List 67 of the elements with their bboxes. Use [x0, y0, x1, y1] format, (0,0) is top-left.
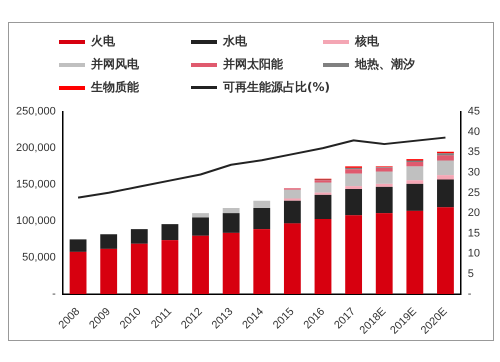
y2-tick-label: 35 [468, 146, 480, 158]
bar [376, 213, 393, 294]
y2-tick-label: - [468, 288, 472, 300]
bar [162, 240, 178, 294]
bar [406, 166, 424, 180]
legend-label: 并网风电 [90, 56, 140, 73]
bar [162, 224, 178, 240]
bar [130, 244, 148, 294]
bar [376, 168, 393, 172]
bar [376, 184, 393, 187]
bar [253, 200, 270, 208]
bar [437, 155, 454, 161]
y-tick-label: - [52, 288, 56, 300]
bar [284, 223, 301, 294]
bar [222, 208, 240, 214]
bar [345, 189, 362, 216]
bar [406, 180, 424, 184]
bar [100, 234, 118, 249]
bar [406, 210, 424, 294]
bar [314, 182, 332, 193]
bar [345, 169, 362, 174]
y2-tick-label: 15 [468, 227, 480, 240]
y-tick-label: 50,000 [22, 252, 56, 264]
y2-tick-label: 5 [468, 268, 474, 280]
bar [437, 175, 454, 180]
bar [192, 236, 209, 294]
bar [437, 160, 454, 176]
bar [222, 213, 240, 233]
legend-label: 生物质能 [90, 79, 140, 96]
bar [314, 218, 332, 294]
bar [192, 213, 209, 218]
y2-tick-label: 40 [468, 126, 480, 138]
y-tick-label: 250,000 [16, 106, 56, 118]
bar [100, 248, 118, 294]
bar [253, 229, 270, 294]
y2-tick-label: 30 [468, 166, 480, 178]
bar [406, 184, 424, 211]
legend-label: 水电 [222, 33, 248, 50]
legend-label: 可再生能源占比(%) [222, 79, 330, 96]
bar [314, 194, 332, 219]
bar [253, 208, 270, 230]
bar [345, 186, 362, 190]
bar [406, 162, 424, 166]
bar [437, 180, 454, 208]
legend-label: 火电 [90, 33, 116, 50]
bar [376, 171, 393, 184]
y-tick-label: 100,000 [16, 215, 56, 228]
bar [130, 229, 148, 244]
bar [376, 186, 393, 214]
legend-label: 核电 [354, 33, 380, 50]
bar [70, 239, 86, 252]
legend-label: 地热、潮汐 [354, 56, 416, 73]
bar [70, 252, 86, 294]
bar [345, 215, 362, 294]
bar [192, 217, 209, 236]
bar [284, 190, 301, 199]
y-tick-label: 200,000 [16, 142, 56, 154]
y2-tick-label: 45 [468, 106, 480, 118]
bar [284, 200, 301, 224]
bar [222, 232, 240, 294]
bar [437, 207, 454, 294]
y-tick-label: 150,000 [16, 178, 56, 191]
y2-tick-label: 25 [468, 186, 480, 199]
bar [345, 174, 362, 186]
legend-label: 并网太阳能 [222, 56, 284, 73]
y2-tick-label: 20 [468, 207, 480, 220]
y2-tick-label: 10 [468, 248, 480, 260]
